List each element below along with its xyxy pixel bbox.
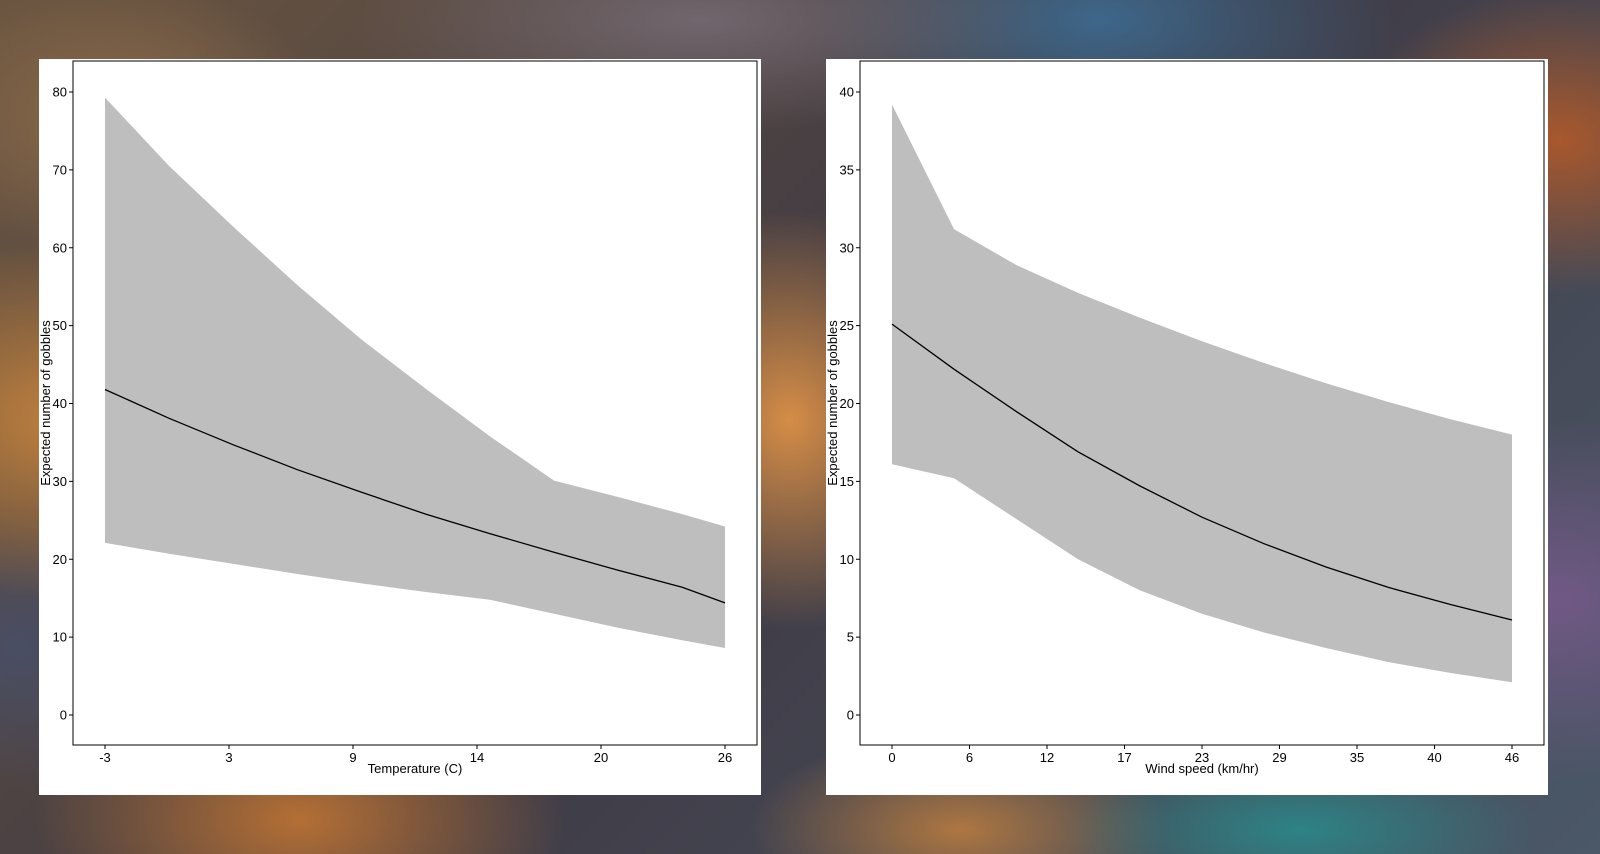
y-tick-label: 5 <box>847 630 854 645</box>
y-tick-label: 35 <box>840 162 854 177</box>
x-tick-label: 23 <box>1195 750 1209 765</box>
y-tick-label: 40 <box>840 85 854 100</box>
x-tick-label: 17 <box>1117 750 1131 765</box>
y-tick-label: 10 <box>53 630 67 645</box>
x-axis-title: Wind speed (km/hr) <box>1145 761 1258 776</box>
wind-speed-chart: 0 5 10 15 20 25 30 35 40 0 6 12 17 23 29 35 40 46 Wind spe… <box>826 60 1545 776</box>
wind-speed-chart-panel: 0 5 10 15 20 25 30 35 40 0 6 12 17 23 29 35 40 46 Wind spe… <box>826 59 1548 795</box>
x-tick-label: -3 <box>99 750 111 765</box>
y-tick-label: 60 <box>53 240 67 255</box>
y-axis-title: Expected number of gobbles <box>826 320 840 486</box>
y-tick-label: 15 <box>840 474 854 489</box>
temperature-chart-panel: 0 10 20 30 40 50 60 70 80 -3 3 9 14 20 26 Temperature (… <box>39 59 761 795</box>
x-tick-label: 12 <box>1040 750 1054 765</box>
x-axis-title: Temperature (C) <box>368 761 463 776</box>
y-tick-label: 0 <box>847 708 854 723</box>
y-tick-label: 80 <box>53 85 67 100</box>
y-tick-label: 40 <box>53 396 67 411</box>
y-tick-label: 0 <box>60 708 67 723</box>
fitted-line <box>891 323 1513 621</box>
x-tick-label: 0 <box>888 750 895 765</box>
confidence-band <box>105 97 725 648</box>
y-axis-title: Expected number of gobbles <box>39 320 53 486</box>
x-tick-label: 3 <box>225 750 232 765</box>
fitted-line <box>104 388 726 604</box>
y-tick-label: 25 <box>840 318 854 333</box>
y-tick-label: 30 <box>840 240 854 255</box>
y-tick-label: 20 <box>840 396 854 411</box>
x-tick-label: 35 <box>1350 750 1364 765</box>
y-tick-label: 30 <box>53 474 67 489</box>
x-tick-label: 46 <box>1505 750 1519 765</box>
x-tick-label: 6 <box>966 750 973 765</box>
x-tick-label: 29 <box>1272 750 1286 765</box>
y-tick-label: 70 <box>53 162 67 177</box>
temperature-chart: 0 10 20 30 40 50 60 70 80 -3 3 9 14 20 26 Temperature (… <box>39 60 758 776</box>
y-tick-label: 50 <box>53 318 67 333</box>
x-tick-label: 9 <box>349 750 356 765</box>
x-tick-label: 26 <box>718 750 732 765</box>
y-tick-label: 20 <box>53 552 67 567</box>
y-tick-label: 10 <box>840 552 854 567</box>
x-tick-label: 20 <box>594 750 608 765</box>
x-tick-label: 40 <box>1427 750 1441 765</box>
confidence-band <box>892 104 1512 683</box>
x-tick-label: 14 <box>470 750 484 765</box>
